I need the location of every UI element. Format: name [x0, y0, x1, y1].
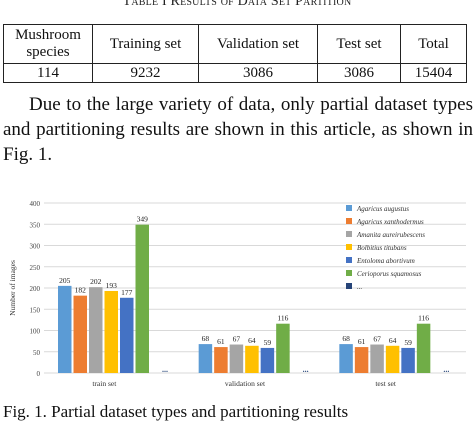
bar: [339, 344, 353, 373]
table-cell: 15404: [400, 63, 467, 83]
legend-swatch: [346, 244, 352, 250]
bar: [89, 287, 103, 373]
data-label: 177: [121, 288, 133, 297]
data-label: 116: [418, 314, 429, 323]
header-cell: Mushroom species: [3, 24, 93, 64]
bar: [354, 347, 369, 373]
legend-label: ...: [357, 283, 363, 291]
data-label: 205: [59, 276, 71, 285]
bar: [401, 347, 415, 373]
bar: [73, 295, 87, 373]
table-cell: 9232: [92, 63, 199, 83]
bar: [385, 345, 400, 373]
data-label: 67: [373, 335, 381, 344]
legend-swatch: [346, 283, 352, 289]
data-label: 61: [217, 337, 225, 346]
figure-caption: Fig. 1. Partial dataset types and partit…: [3, 402, 349, 421]
body-paragraph: Due to the large variety of data, only p…: [3, 94, 473, 165]
bar: [245, 345, 259, 373]
data-label: 202: [90, 277, 102, 286]
bar: [120, 297, 134, 373]
table-cell: 3086: [317, 63, 401, 83]
header-cell: Total: [400, 24, 467, 64]
legend-label: Agaricus xanthodermus: [356, 218, 424, 226]
results-table: Mushroom species Training set Validation…: [3, 24, 467, 83]
header-cell: Validation set: [198, 24, 318, 64]
y-tick-label: 200: [30, 285, 41, 293]
x-tick-label: validation set: [225, 379, 266, 388]
bar: [58, 285, 72, 373]
data-label: 68: [342, 334, 350, 343]
ellipsis-marker: ...: [303, 365, 309, 374]
bar: [198, 344, 213, 373]
data-label: 59: [264, 338, 272, 347]
table-cell: 114: [3, 63, 93, 83]
legend-label: Cerioporus squamosus: [357, 270, 422, 278]
bar: [416, 323, 431, 373]
legend-swatch: [346, 205, 352, 211]
table-row: 114 9232 3086 3086 15404: [3, 63, 467, 83]
bar: [214, 347, 228, 373]
data-label: 68: [202, 334, 210, 343]
y-tick-label: 250: [30, 264, 41, 272]
x-tick-label: test set: [375, 379, 397, 388]
bar: [260, 347, 275, 373]
bar: [135, 224, 149, 373]
data-label: 59: [404, 338, 412, 347]
bar: [276, 323, 290, 373]
table-cell: 3086: [198, 63, 318, 83]
bar: [370, 344, 384, 373]
legend-swatch: [346, 231, 352, 237]
data-label: 64: [389, 336, 397, 345]
legend-label: Entoloma abortivum: [356, 257, 415, 265]
data-label: 67: [233, 335, 241, 344]
bar-chart: 0 50 100 150 200 250 300 350 400 Number of images…: [8, 200, 466, 388]
header-cell: Test set: [317, 24, 401, 64]
y-axis-label: Number of images: [8, 260, 17, 316]
y-tick-label: 350: [30, 221, 41, 229]
y-tick-label: 0: [37, 370, 41, 378]
table-header-row: Mushroom species Training set Validation…: [3, 24, 467, 64]
legend-label: Amanita aureirubescens: [356, 231, 425, 239]
data-label: 193: [106, 281, 118, 290]
ellipsis-marker: ...: [443, 365, 449, 374]
ellipsis-marker: ...: [162, 365, 168, 374]
legend-swatch: [346, 218, 352, 224]
y-tick-label: 150: [30, 306, 41, 314]
y-tick-label: 50: [33, 349, 41, 357]
y-tick-label: 100: [30, 328, 41, 336]
data-label: 349: [137, 215, 149, 224]
header-cell: Training set: [92, 24, 199, 64]
y-tick-label: 400: [30, 200, 41, 208]
legend-swatch: [346, 257, 352, 263]
legend-label: Agaricus augustus: [356, 205, 409, 213]
data-label: 64: [248, 336, 256, 345]
bar: [104, 290, 118, 373]
legend-swatch: [346, 270, 352, 276]
data-label: 182: [75, 286, 87, 295]
data-label: 61: [358, 337, 366, 346]
bar: [229, 344, 244, 373]
y-tick-label: 300: [30, 243, 41, 251]
table-caption: Table I Results of Data Set Partition: [122, 0, 352, 9]
x-tick-label: train set: [92, 379, 117, 388]
legend-label: Bolbitius titubans: [357, 244, 407, 252]
data-label: 116: [277, 314, 288, 323]
